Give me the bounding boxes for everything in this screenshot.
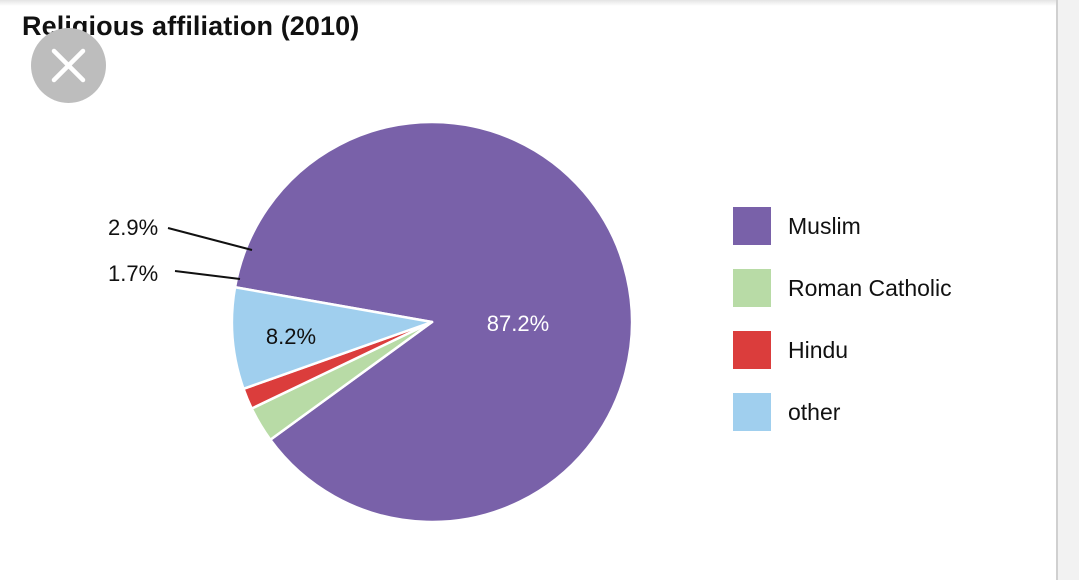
legend-label-muslim: Muslim	[788, 213, 861, 239]
scrollbar-track[interactable]	[1056, 0, 1079, 580]
legend-item-roman-catholic: Roman Catholic	[733, 269, 1053, 307]
legend-swatch-other	[733, 393, 771, 431]
legend-swatch-hindu	[733, 331, 771, 369]
close-button[interactable]	[31, 28, 106, 103]
legend-label-hindu: Hindu	[788, 337, 849, 363]
legend-item-muslim: Muslim	[733, 207, 1053, 245]
leader-line-roman-catholic	[167, 227, 253, 251]
legend-item-hindu: Hindu	[733, 331, 1053, 369]
legend-label-roman-catholic: Roman Catholic	[788, 275, 952, 301]
pie-chart: 87.2% 2.9% 1.7% 8.2%	[108, 120, 634, 524]
data-label-muslim: 87.2%	[487, 311, 549, 336]
close-icon	[51, 48, 86, 83]
leader-line-hindu	[174, 270, 241, 280]
pie-slice-muslim	[233, 120, 634, 524]
data-label-other: 8.2%	[266, 324, 316, 349]
legend-item-other: other	[733, 393, 1053, 431]
data-label-roman-catholic: 2.9%	[108, 215, 158, 240]
legend-swatch-roman-catholic	[733, 269, 771, 307]
top-shadow	[0, 0, 1058, 6]
data-label-hindu: 1.7%	[108, 261, 158, 286]
legend-label-other: other	[788, 399, 841, 425]
legend-swatch-muslim	[733, 207, 771, 245]
pie-slice-other	[230, 286, 434, 391]
